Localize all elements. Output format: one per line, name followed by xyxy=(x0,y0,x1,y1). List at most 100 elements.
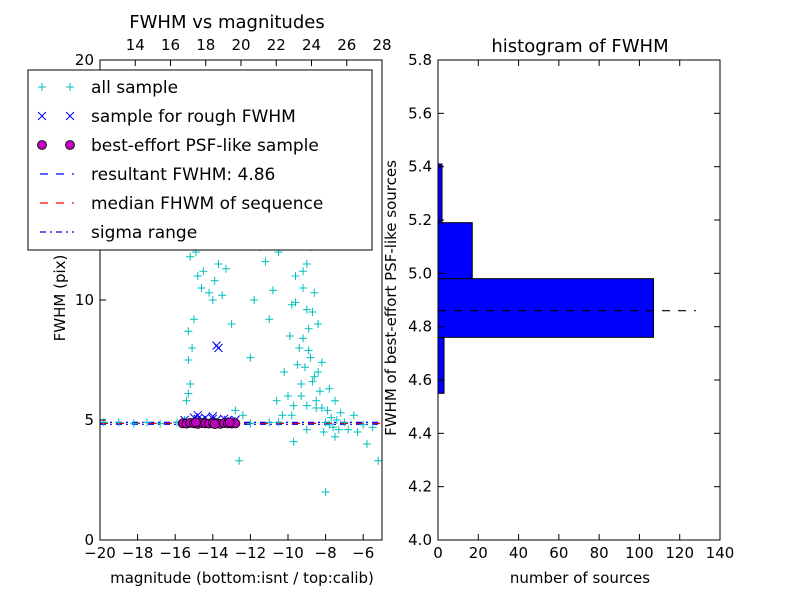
histogram-y-tick-label-5: 5.0 xyxy=(408,264,432,282)
scatter-panel: FWHM vs magnitudes 14 16 18 20 22 24 26 28 −20−… xyxy=(27,12,392,587)
all-sample-point-34 xyxy=(265,315,274,324)
all-sample-point-67 xyxy=(334,425,343,434)
histogram-x-tick-label-0: 0 xyxy=(433,544,443,562)
all-sample-point-84 xyxy=(310,288,319,297)
bottom-axis-ticks: −20 −18 −16 −14 −12 −10 −8 −6 xyxy=(84,534,374,562)
bottom-tick-label-5: −10 xyxy=(272,544,304,562)
legend-circle-marker-1 xyxy=(65,140,75,150)
all-sample-point-54 xyxy=(310,372,319,381)
all-sample-point-74 xyxy=(362,440,371,448)
all-sample-point-22 xyxy=(210,276,219,285)
all-sample-point-52 xyxy=(306,353,315,362)
psf-sample-point-17 xyxy=(224,417,235,428)
all-sample-point-19 xyxy=(199,267,208,276)
all-sample-point-28 xyxy=(235,456,244,465)
all-sample-point-69 xyxy=(340,418,349,427)
top-tick-label-2: 18 xyxy=(196,36,215,54)
all-sample-point-71 xyxy=(349,411,358,420)
legend-x-marker-1 xyxy=(65,111,75,121)
all-sample-point-1 xyxy=(114,418,123,427)
all-sample-point-65 xyxy=(331,432,339,441)
histogram-y-tick-label-4: 4.8 xyxy=(408,318,432,336)
legend-entry-0: all sample xyxy=(38,78,178,98)
all-sample-point-75 xyxy=(368,423,377,432)
legend-entry-4: median FHWM of sequence xyxy=(40,194,323,214)
top-tick-label-4: 22 xyxy=(267,36,286,54)
legend-entry-1: sample for rough FWHM xyxy=(37,107,296,127)
all-sample-point-39 xyxy=(280,368,289,376)
histogram-y-tick-label-9: 5.8 xyxy=(408,51,432,69)
legend-entry-2: best-effort PSF-like sample xyxy=(37,136,319,156)
all-sample-point-42 xyxy=(287,411,296,420)
histogram-x-tick-label-5: 100 xyxy=(625,544,654,562)
all-sample-point-101 xyxy=(246,419,255,428)
all-sample-point-40 xyxy=(284,392,292,400)
histogram-panel: histogram of FWHM 0 20 40 60 80 100 120 140 4.0… xyxy=(382,36,734,587)
top-axis-ticks: 14 16 18 20 22 24 26 28 xyxy=(126,36,392,66)
all-sample-point-4 xyxy=(156,419,165,428)
all-sample-point-20 xyxy=(205,288,214,297)
legend: all sample sample for rough FWHM best-effo… xyxy=(27,69,373,251)
histogram-x-tick-label-3: 60 xyxy=(549,544,568,562)
all-sample-point-73 xyxy=(359,420,368,429)
all-sample-point-96 xyxy=(331,396,339,405)
histogram-title: histogram of FWHM xyxy=(491,36,668,57)
bottom-tick-label-6: −8 xyxy=(315,544,337,562)
histogram-y-tick-label-1: 4.2 xyxy=(408,478,432,496)
all-sample-point-97 xyxy=(317,358,326,367)
histogram-x-tick-label-6: 120 xyxy=(665,544,694,562)
all-sample-point-59 xyxy=(319,428,328,436)
histogram-bar-0 xyxy=(437,336,445,394)
all-sample-point-27 xyxy=(231,406,240,415)
all-sample-point-24 xyxy=(218,291,227,300)
all-sample-point-72 xyxy=(353,428,362,436)
all-sample-point-13 xyxy=(190,315,198,324)
all-sample-point-18 xyxy=(197,284,206,292)
all-sample-point-41 xyxy=(285,332,294,340)
all-sample-point-29 xyxy=(238,411,247,420)
psf-sample-point-16 xyxy=(209,419,220,429)
all-sample-point-76 xyxy=(374,456,383,465)
scatter-plot-area xyxy=(99,59,383,541)
all-sample-point-43 xyxy=(289,437,298,446)
all-sample-point-23 xyxy=(214,260,223,268)
legend-circle-marker-0 xyxy=(37,140,47,150)
all-sample-point-66 xyxy=(332,416,341,424)
all-sample-point-2 xyxy=(129,419,138,428)
histogram-y-tick-label-0: 4.0 xyxy=(408,531,432,549)
histogram-x-axis-ticks: 0 20 40 60 80 100 120 140 xyxy=(433,60,734,562)
all-sample-point-3 xyxy=(143,418,151,427)
histogram-frame xyxy=(437,59,721,541)
all-sample-point-100 xyxy=(265,418,274,427)
histogram-x-tick-label-7: 140 xyxy=(706,544,735,562)
top-tick-label-1: 16 xyxy=(161,36,180,54)
all-sample-point-38 xyxy=(278,411,287,420)
all-sample-point-55 xyxy=(312,396,321,405)
scatter-y-tick-label-1: 5 xyxy=(84,411,94,429)
histogram-y-axis-ticks: 4.0 4.2 4.4 4.6 4.8 5.0 5.2 5.4 5.6 5.8 xyxy=(408,51,720,549)
bottom-tick-label-0: −20 xyxy=(84,544,116,562)
all-sample-point-7 xyxy=(182,396,191,405)
all-sample-point-88 xyxy=(299,334,308,343)
legend-label: all sample xyxy=(91,78,178,98)
all-sample-point-61 xyxy=(323,406,332,415)
legend-plus-marker-1 xyxy=(66,83,74,91)
all-sample-point-53 xyxy=(308,308,317,316)
histogram-plot-area xyxy=(437,59,721,541)
all-sample-point-25 xyxy=(221,264,230,273)
legend-label: sample for rough FWHM xyxy=(91,107,296,127)
all-sample-point-93 xyxy=(312,404,321,412)
all-sample-point-63 xyxy=(327,413,336,422)
bottom-tick-label-4: −12 xyxy=(235,544,267,562)
top-tick-label-6: 26 xyxy=(337,36,356,54)
all-sample-point-90 xyxy=(293,360,302,369)
histogram-y-label: FWHM of best-effort PSF-like sources xyxy=(382,160,400,436)
all-sample-point-31 xyxy=(250,296,259,304)
psf-sample-point-15 xyxy=(190,417,201,428)
all-sample-point-85 xyxy=(287,300,296,309)
all-sample-point-82 xyxy=(291,272,300,280)
all-sample-point-57 xyxy=(315,387,324,396)
scatter-y-tick-label-0: 0 xyxy=(84,531,94,549)
histogram-x-tick-label-2: 40 xyxy=(509,544,528,562)
